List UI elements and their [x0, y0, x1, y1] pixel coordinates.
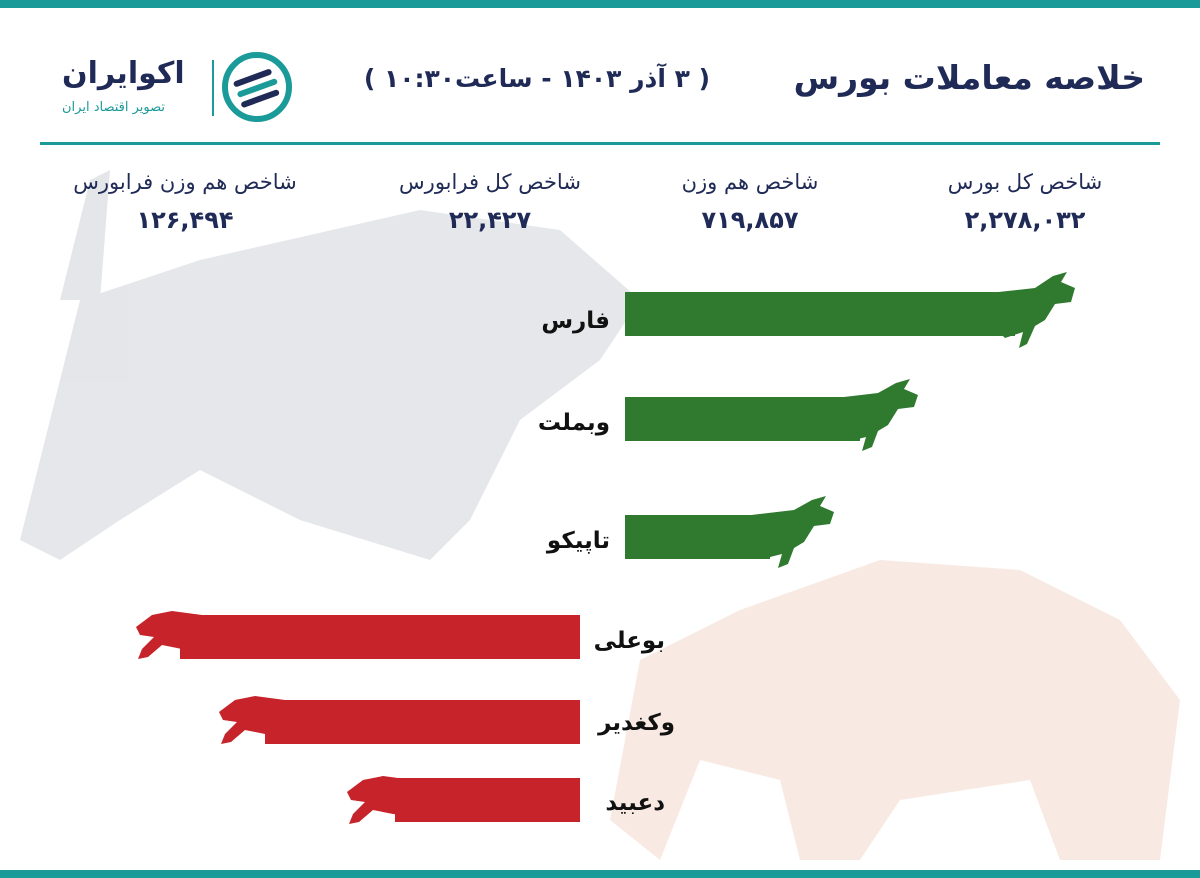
logo-icon [222, 52, 292, 122]
separator [40, 142, 1160, 145]
index-label: شاخص کل فرابورس [399, 170, 581, 194]
brand-tagline: تصویر اقتصاد ایران [62, 100, 165, 115]
bear-icon [136, 611, 202, 659]
index-value: ۲,۲۷۸,۰۳۲ [964, 206, 1086, 234]
index-block: شاخص کل بورس ۲,۲۷۸,۰۳۲ [875, 170, 1175, 234]
index-label: شاخص کل بورس [947, 170, 1103, 194]
loser-bar [265, 700, 580, 744]
brand-name: اکوایران [62, 56, 185, 91]
loser-name: دعبید [605, 790, 665, 816]
bear-icon [219, 696, 285, 744]
bear-icon [347, 776, 413, 824]
index-block: شاخص هم وزن ۷۱۹,۸۵۷ [600, 170, 900, 234]
gainer-name: فارس [541, 308, 610, 334]
loser-name: بوعلی [593, 628, 665, 654]
bottom-band [0, 870, 1200, 878]
index-block: شاخص کل فرابورس ۲۲,۴۲۷ [340, 170, 640, 234]
index-label: شاخص هم وزن [681, 170, 819, 194]
gainer-name: تاپیکو [546, 528, 610, 554]
logo-divider [212, 60, 214, 116]
index-value: ۱۲۶,۴۹۴ [136, 206, 234, 234]
bull-icon [980, 272, 1075, 348]
bull-icon [827, 379, 918, 451]
loser-name: وکغدیر [598, 710, 675, 736]
index-label: شاخص هم وزن فرابورس [73, 170, 297, 194]
gainer-bar [625, 292, 1015, 336]
title: خلاصه معاملات بورس [793, 58, 1145, 97]
loser-bar [180, 615, 580, 659]
index-value: ۷۱۹,۸۵۷ [701, 206, 799, 234]
bull-icon [743, 496, 834, 568]
index-block: شاخص هم وزن فرابورس ۱۲۶,۴۹۴ [35, 170, 335, 234]
subtitle: ( ۳ آذر ۱۴۰۳ - ساعت۱۰:۳۰ ) [363, 64, 710, 93]
index-value: ۲۲,۴۲۷ [448, 206, 532, 234]
gainer-name: وبملت [537, 410, 610, 436]
gainer-bar [625, 397, 860, 441]
top-band [0, 0, 1200, 8]
loser-bar [395, 778, 580, 822]
